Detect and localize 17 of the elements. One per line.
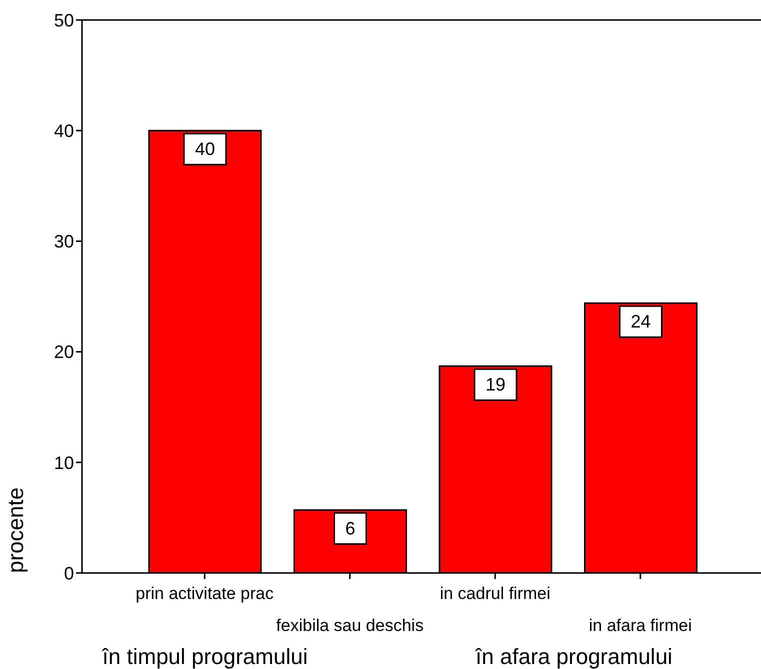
data-label: 19: [485, 374, 506, 395]
x-tick-label: prin activitate prac: [136, 584, 274, 603]
y-tick-label: 30: [54, 232, 74, 252]
y-tick-label: 50: [54, 10, 74, 30]
y-axis-title: procente: [3, 487, 28, 573]
text: în afara programului: [476, 644, 672, 669]
data-label: 24: [630, 312, 651, 332]
y-tick-label: 0: [64, 563, 74, 584]
y-tick-label: 40: [54, 120, 74, 141]
x-tick-label: in afara firmei: [588, 616, 692, 635]
y-tick-label: 10: [54, 452, 74, 473]
y-tick-label: 20: [54, 342, 74, 362]
data-label: 40: [194, 139, 216, 160]
data-label: 6: [345, 518, 356, 538]
x-tick-label: in cadrul firmei: [440, 584, 550, 603]
x-tick-label: fexibila sau deschis: [276, 616, 424, 635]
text: în timpul programului: [102, 644, 308, 669]
